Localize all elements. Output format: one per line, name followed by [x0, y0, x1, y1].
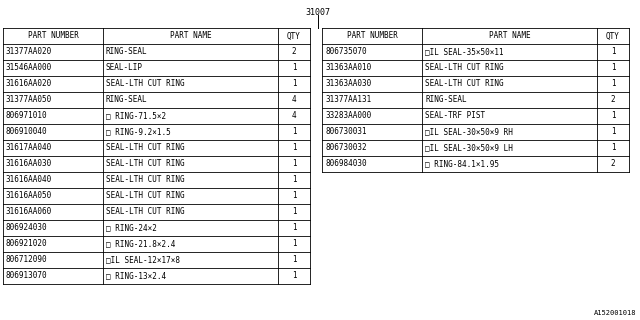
Text: PART NAME: PART NAME: [489, 31, 531, 41]
Text: QTY: QTY: [287, 31, 301, 41]
Text: 1: 1: [292, 223, 296, 233]
Text: SEAL-TRF PIST: SEAL-TRF PIST: [425, 111, 485, 121]
Text: □ RING-21.8×2.4: □ RING-21.8×2.4: [106, 239, 175, 249]
Text: 1: 1: [292, 127, 296, 137]
Text: 806910040: 806910040: [6, 127, 47, 137]
Text: □ RING-24×2: □ RING-24×2: [106, 223, 157, 233]
Text: 31377AA020: 31377AA020: [6, 47, 52, 57]
Text: 1: 1: [611, 79, 615, 89]
Text: SEAL-LTH CUT RING: SEAL-LTH CUT RING: [425, 79, 504, 89]
Text: 1: 1: [611, 111, 615, 121]
Text: 31616AA030: 31616AA030: [6, 159, 52, 169]
Text: 806924030: 806924030: [6, 223, 47, 233]
Text: 2: 2: [611, 159, 615, 169]
Text: 31377AA050: 31377AA050: [6, 95, 52, 105]
Text: 1: 1: [292, 159, 296, 169]
Text: 806730032: 806730032: [325, 143, 367, 153]
Text: 1: 1: [611, 127, 615, 137]
Text: SEAL-LTH CUT RING: SEAL-LTH CUT RING: [106, 191, 184, 201]
Text: 1: 1: [611, 63, 615, 73]
Text: 806971010: 806971010: [6, 111, 47, 121]
Text: RING-SEAL: RING-SEAL: [425, 95, 467, 105]
Text: 806730031: 806730031: [325, 127, 367, 137]
Text: □IL SEAL-35×50×11: □IL SEAL-35×50×11: [425, 47, 504, 57]
Text: 4: 4: [292, 111, 296, 121]
Text: 31377AA131: 31377AA131: [325, 95, 371, 105]
Text: 4: 4: [292, 95, 296, 105]
Text: SEAL-LTH CUT RING: SEAL-LTH CUT RING: [106, 143, 184, 153]
Text: □ RING-71.5×2: □ RING-71.5×2: [106, 111, 166, 121]
Text: SEAL-LTH CUT RING: SEAL-LTH CUT RING: [106, 207, 184, 217]
Text: PART NUMBER: PART NUMBER: [347, 31, 397, 41]
Text: 806921020: 806921020: [6, 239, 47, 249]
Text: 2: 2: [292, 47, 296, 57]
Text: PART NAME: PART NAME: [170, 31, 211, 41]
Text: 31546AA000: 31546AA000: [6, 63, 52, 73]
Text: RING-SEAL: RING-SEAL: [106, 47, 148, 57]
Text: RING-SEAL: RING-SEAL: [106, 95, 148, 105]
Text: 31616AA050: 31616AA050: [6, 191, 52, 201]
Text: A152001018: A152001018: [593, 310, 636, 316]
Text: PART NUMBER: PART NUMBER: [28, 31, 79, 41]
Text: 1: 1: [292, 79, 296, 89]
Text: SEAL-LTH CUT RING: SEAL-LTH CUT RING: [106, 79, 184, 89]
Text: 31617AA040: 31617AA040: [6, 143, 52, 153]
Text: 33283AA000: 33283AA000: [325, 111, 371, 121]
Text: □IL SEAL-30×50×9 LH: □IL SEAL-30×50×9 LH: [425, 143, 513, 153]
Text: 1: 1: [292, 271, 296, 281]
Text: □ RING-9.2×1.5: □ RING-9.2×1.5: [106, 127, 171, 137]
Text: 31363AA030: 31363AA030: [325, 79, 371, 89]
Text: 1: 1: [292, 175, 296, 185]
Text: 31616AA020: 31616AA020: [6, 79, 52, 89]
Text: 1: 1: [292, 191, 296, 201]
Text: 1: 1: [292, 207, 296, 217]
Text: 31616AA060: 31616AA060: [6, 207, 52, 217]
Text: □IL SEAL-30×50×9 RH: □IL SEAL-30×50×9 RH: [425, 127, 513, 137]
Text: 1: 1: [292, 255, 296, 265]
Text: □ RING-13×2.4: □ RING-13×2.4: [106, 271, 166, 281]
Text: 1: 1: [611, 47, 615, 57]
Text: 1: 1: [292, 239, 296, 249]
Text: 806712090: 806712090: [6, 255, 47, 265]
Text: 31363AA010: 31363AA010: [325, 63, 371, 73]
Text: SEAL-LTH CUT RING: SEAL-LTH CUT RING: [106, 159, 184, 169]
Text: 31616AA040: 31616AA040: [6, 175, 52, 185]
Text: 806913070: 806913070: [6, 271, 47, 281]
Text: 806735070: 806735070: [325, 47, 367, 57]
Text: SEAL-LTH CUT RING: SEAL-LTH CUT RING: [425, 63, 504, 73]
Text: 1: 1: [292, 143, 296, 153]
Text: SEAL-LIP: SEAL-LIP: [106, 63, 143, 73]
Text: QTY: QTY: [606, 31, 620, 41]
Text: 2: 2: [611, 95, 615, 105]
Text: SEAL-LTH CUT RING: SEAL-LTH CUT RING: [106, 175, 184, 185]
Text: 31007: 31007: [305, 8, 330, 17]
Text: □ RING-84.1×1.95: □ RING-84.1×1.95: [425, 159, 499, 169]
Text: □IL SEAL-12×17×8: □IL SEAL-12×17×8: [106, 255, 180, 265]
Text: 1: 1: [611, 143, 615, 153]
Text: 806984030: 806984030: [325, 159, 367, 169]
Text: 1: 1: [292, 63, 296, 73]
